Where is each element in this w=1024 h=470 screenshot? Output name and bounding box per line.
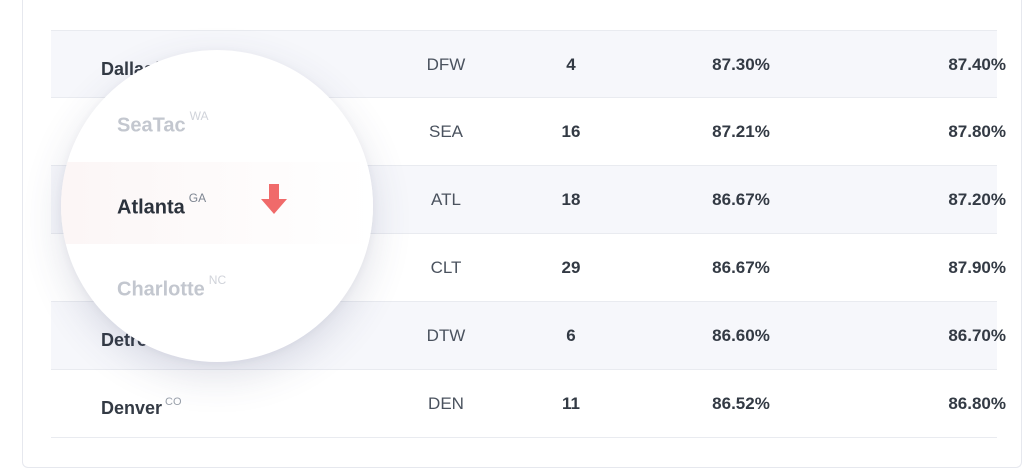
lens-row-previous: SeaTac WA xyxy=(117,100,208,140)
rank-value: 18 xyxy=(561,190,581,209)
airport-code: DEN xyxy=(428,394,464,413)
airport-code: SEA xyxy=(428,122,464,141)
percentage-value-2: 87.80% xyxy=(948,122,1006,141)
percentage-value-2: 87.40% xyxy=(948,55,1006,74)
arrow-down-icon xyxy=(261,184,287,214)
percentage-value-1: 87.21% xyxy=(712,122,770,141)
percentage-value-1: 86.67% xyxy=(712,190,770,209)
percentage-value-1: 86.60% xyxy=(712,326,770,345)
city-name: Denver CO xyxy=(101,370,182,438)
lens-highlight-band xyxy=(61,162,373,244)
magnifier-lens: SeaTac WA Atlanta GA Charlotte NC xyxy=(61,50,373,362)
lens-state: WA xyxy=(189,109,209,123)
rank-value: 4 xyxy=(566,55,576,74)
lens-city: SeaTac xyxy=(117,114,186,137)
rank-value: 16 xyxy=(561,122,581,141)
rankings-card: Dallas/Fort WorthTXDFW487.30%87.40%SeaTa… xyxy=(22,0,1022,468)
state-abbrev: CO xyxy=(165,396,182,408)
lens-city: Charlotte xyxy=(117,278,205,301)
table-row[interactable]: Denver CO DEN 11 86.52% 86.80% xyxy=(51,370,1006,438)
airport-code: DTW xyxy=(426,326,466,345)
lens-state: NC xyxy=(208,273,227,287)
rank-value: 11 xyxy=(562,394,580,413)
airport-code: CLT xyxy=(430,258,462,277)
city-label: Denver xyxy=(101,398,163,418)
lens-city: Atlanta xyxy=(117,196,185,219)
percentage-value-1: 86.52% xyxy=(712,394,770,413)
lens-row-next: Charlotte NC xyxy=(117,264,226,304)
airport-code: ATL xyxy=(431,190,461,209)
rank-value: 29 xyxy=(561,258,581,277)
rank-value: 6 xyxy=(566,326,576,345)
percentage-value-1: 87.30% xyxy=(712,55,770,74)
percentage-value-1: 86.67% xyxy=(712,258,770,277)
lens-row-current: Atlanta GA xyxy=(117,182,206,222)
percentage-value-2: 87.90% xyxy=(948,258,1006,277)
airport-code: DFW xyxy=(426,55,466,74)
percentage-value-2: 86.80% xyxy=(948,394,1006,413)
percentage-value-2: 87.20% xyxy=(948,190,1006,209)
lens-state: GA xyxy=(188,191,207,205)
percentage-value-2: 86.70% xyxy=(948,326,1006,345)
